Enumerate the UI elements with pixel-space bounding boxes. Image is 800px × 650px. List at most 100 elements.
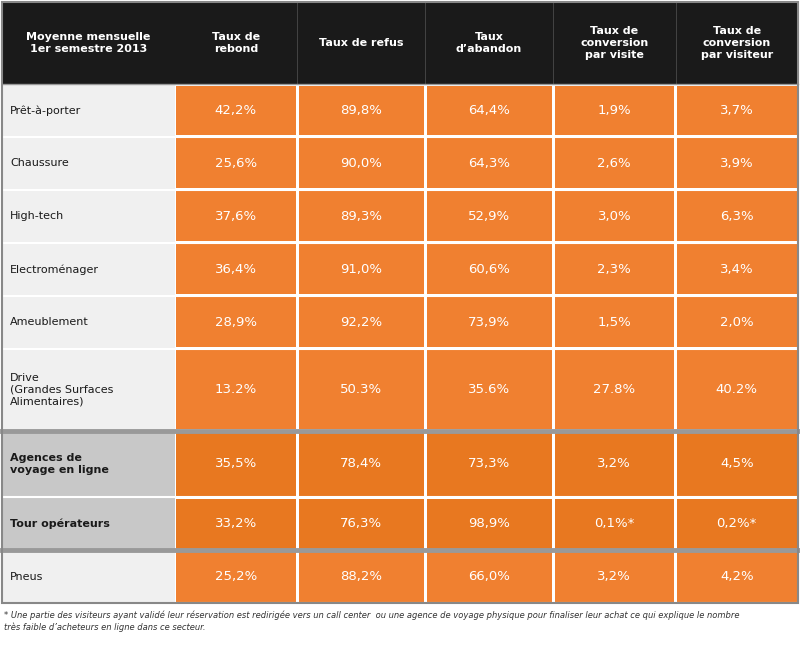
Text: 13.2%: 13.2% [214, 384, 257, 396]
Text: 90,0%: 90,0% [340, 157, 382, 170]
Bar [2, 497, 174, 550]
Text: 28,9%: 28,9% [214, 316, 257, 329]
Bar [677, 432, 797, 495]
Bar [426, 244, 551, 294]
Text: 78,4%: 78,4% [340, 458, 382, 471]
Text: Taux de
conversion
par visiteur: Taux de conversion par visiteur [701, 25, 773, 60]
Bar [176, 244, 295, 294]
Text: High-tech: High-tech [10, 211, 64, 222]
Text: 25,6%: 25,6% [214, 157, 257, 170]
Text: 3,7%: 3,7% [720, 104, 754, 117]
Bar [298, 297, 423, 347]
Bar [133, 243, 174, 296]
Bar [133, 550, 174, 603]
Text: 73,3%: 73,3% [468, 458, 510, 471]
Text: 73,9%: 73,9% [468, 316, 510, 329]
Text: Pneus: Pneus [10, 571, 43, 582]
Bar [298, 138, 423, 188]
Bar [2, 84, 174, 137]
Text: Ameublement: Ameublement [10, 317, 89, 328]
Bar [176, 499, 295, 549]
Text: 76,3%: 76,3% [340, 517, 382, 530]
Bar [2, 243, 174, 296]
Bar [176, 432, 295, 495]
Text: 50.3%: 50.3% [340, 384, 382, 396]
Bar [2, 137, 174, 190]
Bar [554, 138, 674, 188]
Text: Chaussure: Chaussure [10, 159, 69, 168]
Bar [677, 350, 797, 430]
Bar [677, 499, 797, 549]
Bar [554, 244, 674, 294]
Bar [426, 432, 551, 495]
Text: 35.6%: 35.6% [468, 384, 510, 396]
Text: 64,4%: 64,4% [468, 104, 510, 117]
Text: Tour opérateurs: Tour opérateurs [10, 518, 110, 529]
Text: 36,4%: 36,4% [214, 263, 257, 276]
Bar [298, 244, 423, 294]
Text: Electroménager: Electroménager [10, 264, 99, 274]
Bar [426, 350, 551, 430]
Bar [298, 432, 423, 495]
Bar [176, 86, 295, 135]
Bar [677, 86, 797, 135]
Text: Taux de
conversion
par visite: Taux de conversion par visite [580, 25, 649, 60]
Bar [2, 431, 174, 497]
Bar [426, 499, 551, 549]
Bar [176, 191, 295, 241]
Text: 52,9%: 52,9% [468, 210, 510, 223]
Text: 98,9%: 98,9% [468, 517, 510, 530]
Text: 89,3%: 89,3% [340, 210, 382, 223]
Text: 6,3%: 6,3% [720, 210, 754, 223]
Text: Taux de
rebond: Taux de rebond [212, 32, 260, 54]
Bar [426, 297, 551, 347]
Text: 2,0%: 2,0% [720, 316, 754, 329]
Text: 3,2%: 3,2% [598, 458, 631, 471]
Bar [554, 297, 674, 347]
Bar [677, 297, 797, 347]
Bar [298, 86, 423, 135]
Text: 37,6%: 37,6% [214, 210, 257, 223]
Bar [554, 191, 674, 241]
Bar [554, 499, 674, 549]
Bar [133, 431, 174, 497]
Text: 42,2%: 42,2% [214, 104, 257, 117]
Text: 0,1%*: 0,1%* [594, 517, 634, 530]
Bar [2, 349, 174, 431]
Bar [133, 349, 174, 431]
Text: 66,0%: 66,0% [468, 570, 510, 583]
Bar [426, 552, 551, 601]
Bar [554, 86, 674, 135]
Text: Moyenne mensuelle
1er semestre 2013: Moyenne mensuelle 1er semestre 2013 [26, 32, 150, 54]
Text: Agences de
voyage en ligne: Agences de voyage en ligne [10, 453, 109, 474]
Bar [677, 138, 797, 188]
Bar [133, 84, 174, 137]
Bar [426, 191, 551, 241]
Bar [176, 138, 295, 188]
Text: 4,2%: 4,2% [720, 570, 754, 583]
Text: 25,2%: 25,2% [214, 570, 257, 583]
Bar [133, 137, 174, 190]
Bar [298, 552, 423, 601]
Bar [298, 499, 423, 549]
Text: 0,2%*: 0,2%* [717, 517, 757, 530]
Text: 3,0%: 3,0% [598, 210, 631, 223]
Text: 64,3%: 64,3% [468, 157, 510, 170]
Text: 92,2%: 92,2% [340, 316, 382, 329]
Text: 4,5%: 4,5% [720, 458, 754, 471]
Bar [2, 190, 174, 243]
Bar [133, 497, 174, 550]
Bar [176, 350, 295, 430]
Text: 3,2%: 3,2% [598, 570, 631, 583]
Text: Taux de refus: Taux de refus [318, 38, 403, 48]
Text: 3,9%: 3,9% [720, 157, 754, 170]
Bar [176, 552, 295, 601]
Bar [133, 190, 174, 243]
Bar [2, 550, 174, 603]
Bar [426, 138, 551, 188]
Text: 33,2%: 33,2% [214, 517, 257, 530]
Text: 35,5%: 35,5% [214, 458, 257, 471]
Bar [554, 350, 674, 430]
Text: 2,3%: 2,3% [598, 263, 631, 276]
Text: 27.8%: 27.8% [594, 384, 635, 396]
